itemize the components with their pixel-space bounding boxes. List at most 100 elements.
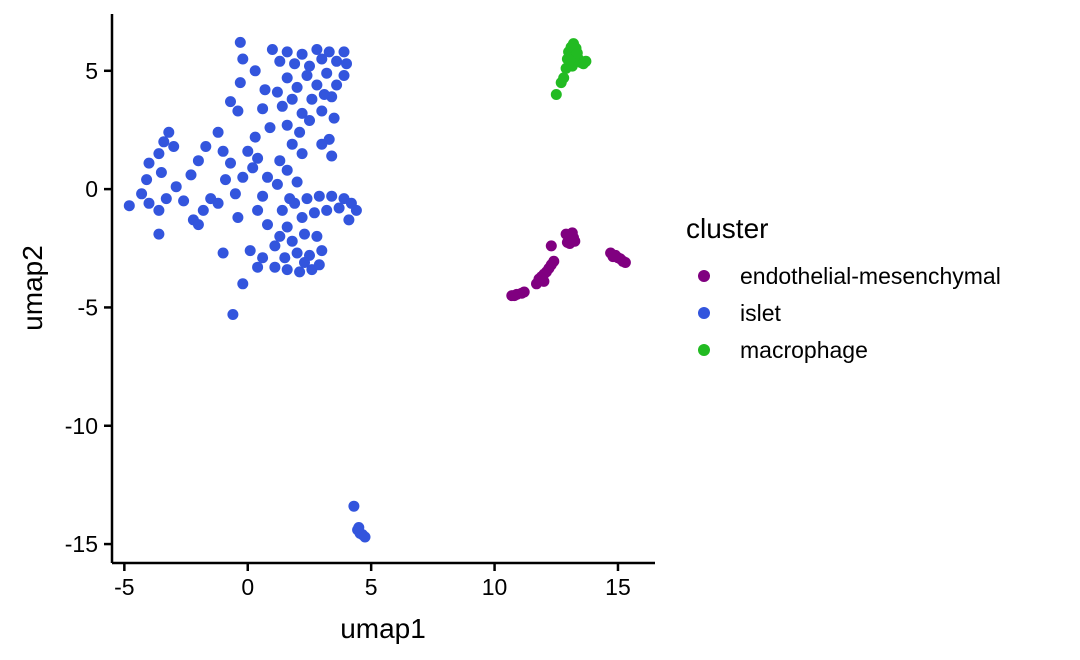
data-point bbox=[289, 58, 301, 70]
series-macrophage bbox=[550, 38, 592, 100]
data-point bbox=[571, 47, 583, 59]
data-point bbox=[548, 255, 560, 267]
x-tick-label: 15 bbox=[605, 574, 631, 600]
data-point bbox=[318, 89, 330, 100]
y-tick-label: -10 bbox=[65, 413, 98, 439]
data-point bbox=[286, 93, 298, 105]
data-point bbox=[304, 115, 315, 126]
data-point bbox=[321, 204, 333, 216]
data-point bbox=[296, 48, 308, 60]
data-point bbox=[316, 245, 328, 257]
data-point bbox=[257, 190, 269, 202]
data-point bbox=[170, 181, 182, 193]
data-point bbox=[338, 70, 350, 81]
y-tick-label: -15 bbox=[65, 531, 98, 557]
data-point bbox=[276, 100, 288, 112]
x-axis-title: umap1 bbox=[340, 613, 426, 644]
data-point bbox=[237, 278, 249, 290]
legend-items: endothelial-mesenchymal islet macrophage bbox=[698, 263, 1001, 363]
x-tick-label: -5 bbox=[114, 574, 134, 600]
data-point bbox=[326, 150, 338, 162]
data-point bbox=[341, 58, 352, 70]
data-point bbox=[301, 193, 313, 205]
data-point bbox=[294, 126, 306, 138]
data-point bbox=[353, 522, 365, 533]
legend: cluster endothelial-mesenchymal islet macr… bbox=[686, 213, 1001, 363]
data-point bbox=[301, 70, 313, 81]
data-point bbox=[316, 138, 328, 150]
data-point bbox=[333, 202, 345, 214]
legend-swatch bbox=[698, 307, 710, 319]
series-islet bbox=[123, 36, 371, 543]
data-point bbox=[558, 72, 570, 84]
data-point bbox=[257, 103, 269, 115]
data-point bbox=[550, 89, 562, 100]
data-point bbox=[338, 46, 350, 58]
data-point bbox=[304, 60, 315, 72]
data-point bbox=[350, 204, 362, 216]
data-point bbox=[545, 240, 557, 252]
y-tick-label: 5 bbox=[85, 58, 98, 84]
data-point bbox=[619, 257, 631, 268]
data-point bbox=[306, 93, 318, 105]
data-point bbox=[607, 251, 619, 263]
data-point bbox=[197, 204, 209, 216]
legend-swatch bbox=[698, 344, 710, 356]
legend-label: endothelial-mesenchymal bbox=[740, 263, 1001, 289]
data-point bbox=[234, 36, 246, 48]
data-point bbox=[299, 257, 310, 268]
data-point bbox=[217, 247, 229, 259]
data-point bbox=[252, 152, 264, 164]
data-point bbox=[225, 96, 236, 108]
data-point bbox=[538, 275, 550, 287]
data-point bbox=[155, 167, 167, 178]
data-point bbox=[299, 228, 310, 240]
data-point bbox=[234, 77, 246, 89]
data-point bbox=[279, 252, 291, 264]
x-tick-label: 10 bbox=[482, 574, 508, 600]
data-point bbox=[232, 212, 244, 223]
data-point bbox=[262, 171, 273, 183]
data-point bbox=[348, 500, 360, 512]
data-point bbox=[271, 178, 283, 190]
data-point bbox=[508, 290, 520, 302]
data-point bbox=[291, 247, 303, 259]
data-point bbox=[212, 197, 224, 209]
data-point bbox=[281, 164, 293, 176]
data-point bbox=[123, 200, 135, 212]
data-point bbox=[264, 122, 276, 134]
data-point bbox=[286, 138, 298, 150]
data-point bbox=[158, 136, 170, 148]
data-point bbox=[252, 204, 264, 216]
data-point bbox=[316, 53, 328, 65]
data-point bbox=[296, 212, 308, 223]
data-point bbox=[274, 55, 286, 67]
data-point bbox=[185, 169, 197, 181]
data-point bbox=[286, 235, 298, 247]
data-point bbox=[321, 67, 333, 79]
data-point bbox=[153, 204, 165, 216]
data-point bbox=[153, 228, 165, 240]
data-point bbox=[237, 171, 249, 183]
data-point bbox=[136, 188, 148, 200]
data-point bbox=[271, 86, 283, 98]
data-point bbox=[141, 174, 153, 186]
legend-title: cluster bbox=[686, 213, 768, 244]
data-point bbox=[564, 54, 576, 66]
data-point bbox=[200, 141, 212, 152]
data-point bbox=[311, 44, 323, 55]
data-point bbox=[308, 207, 320, 219]
data-point bbox=[192, 219, 204, 231]
data-point bbox=[237, 53, 249, 65]
data-point bbox=[220, 174, 231, 186]
data-point bbox=[229, 188, 241, 200]
data-point bbox=[163, 126, 175, 138]
x-tick-label: 5 bbox=[365, 574, 378, 600]
data-point bbox=[257, 252, 269, 264]
data-point bbox=[266, 44, 278, 55]
data-point bbox=[192, 155, 204, 167]
data-point bbox=[281, 46, 293, 58]
data-point bbox=[296, 107, 308, 119]
y-tick-label: -5 bbox=[78, 294, 98, 320]
